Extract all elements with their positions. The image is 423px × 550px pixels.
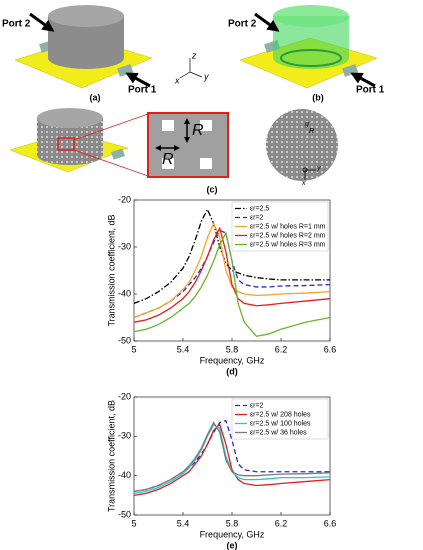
zoom-line xyxy=(73,149,149,177)
x-tick-label: 5.4 xyxy=(177,518,190,528)
top-view xyxy=(266,109,338,181)
legend-label: εr=2.5 w/ 100 holes xyxy=(250,420,311,427)
dim-label: R xyxy=(309,128,314,135)
x-tick-label: 6.6 xyxy=(324,344,337,354)
x-tick-label: 5 xyxy=(131,518,136,528)
dim-label: R xyxy=(192,122,204,139)
legend-label: εr=2.5 xyxy=(250,205,269,212)
arrow xyxy=(125,72,151,88)
legend-label: εr=2 xyxy=(250,402,264,409)
ring xyxy=(280,49,342,67)
arrow xyxy=(350,72,376,88)
x-tick-label: 6.2 xyxy=(275,344,288,354)
x-tick-label: 5.4 xyxy=(177,344,190,354)
caption: (e) xyxy=(227,540,238,550)
cylinder-body xyxy=(48,16,124,69)
x-axis-label: Frequency, GHz xyxy=(200,529,265,539)
caption: (d) xyxy=(226,366,238,376)
hole xyxy=(162,158,174,169)
hole xyxy=(162,120,174,131)
cylinder-body xyxy=(273,16,349,69)
port-label: Port 1 xyxy=(356,85,385,96)
x-tick-label: 6.6 xyxy=(324,518,337,528)
cylinder-top xyxy=(48,5,124,27)
y-tick-label: -40 xyxy=(118,288,131,298)
axis-label: x xyxy=(174,75,180,85)
panel-c: R R g R x y (c) xyxy=(9,108,338,194)
legend-label: εr=2 xyxy=(250,214,264,221)
axis-label: y xyxy=(316,165,321,172)
series-line xyxy=(133,421,331,493)
y-tick-label: -40 xyxy=(118,470,131,480)
x-tick-label: 5 xyxy=(131,344,136,354)
dim-label: R xyxy=(162,151,174,168)
x-tick-label: 6.2 xyxy=(275,518,288,528)
cylinder-top xyxy=(273,5,349,27)
hole xyxy=(200,120,212,131)
legend-label: εr=2.5 w/ holes R=3 mm xyxy=(250,241,326,248)
y-tick-label: -20 xyxy=(118,194,131,204)
legend-label: εr=2.5 w/ holes R=2 mm xyxy=(250,232,326,239)
arrow xyxy=(254,12,280,32)
caption: (a) xyxy=(90,92,101,102)
panel-b: Port 2 Port 1 (b) xyxy=(228,5,385,102)
x-tick-label: 5.8 xyxy=(226,518,239,528)
x-tick-label: 5.8 xyxy=(226,344,239,354)
legend-box xyxy=(231,398,329,440)
highlight xyxy=(57,137,75,151)
y-axis-label: Transmission coefficient, dB xyxy=(106,214,116,326)
y-axis-label: Transmission coefficient, dB xyxy=(106,400,116,512)
hole xyxy=(200,158,212,169)
legend-box xyxy=(231,201,329,252)
port-label: Port 2 xyxy=(2,19,31,30)
cylinder-top xyxy=(37,108,103,128)
axis-label: y xyxy=(203,71,209,81)
series-line xyxy=(133,226,331,323)
caption: (c) xyxy=(207,184,218,194)
series-line xyxy=(133,231,331,338)
caption: (b) xyxy=(312,92,324,102)
axis-label: z xyxy=(191,50,197,60)
axis xyxy=(189,71,203,78)
legend-label: εr=2.5 w/ 36 holes xyxy=(250,429,307,436)
port-label: Port 1 xyxy=(128,85,157,96)
port-label: Port 2 xyxy=(228,19,257,30)
legend-label: εr=2.5 w/ 208 holes xyxy=(250,411,311,418)
arrow xyxy=(29,12,55,32)
series-line xyxy=(133,221,331,319)
axis-label: x xyxy=(301,180,306,187)
panel-a: Port 2 Port 1 x y z (a) xyxy=(2,5,209,102)
cylinder-body xyxy=(37,118,103,165)
y-tick-label: -50 xyxy=(118,335,131,345)
zoom-line xyxy=(73,113,149,141)
legend-label: εr=2.5 w/ holes R=1 mm xyxy=(250,223,326,230)
y-tick-label: -20 xyxy=(118,391,131,401)
axis xyxy=(179,71,191,79)
y-tick-label: -50 xyxy=(118,509,131,519)
port xyxy=(111,148,125,160)
y-tick-label: -30 xyxy=(118,241,131,251)
x-axis-label: Frequency, GHz xyxy=(200,355,265,365)
dim-label: g xyxy=(305,121,309,128)
y-tick-label: -30 xyxy=(118,431,131,441)
zoom-box xyxy=(147,112,229,178)
